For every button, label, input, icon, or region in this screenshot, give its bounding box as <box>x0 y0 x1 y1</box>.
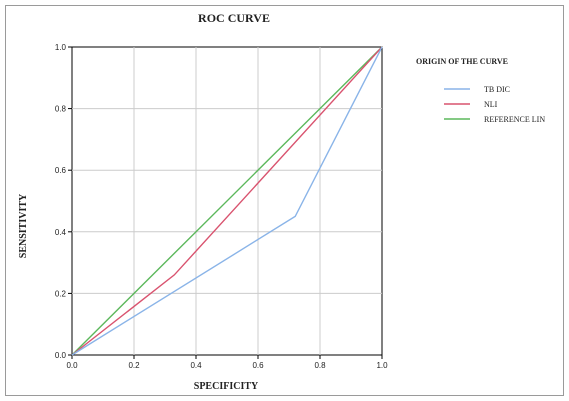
y-axis-label: SENSITIVITY <box>18 193 29 258</box>
legend-title: ORIGIN OF THE CURVE <box>416 57 508 66</box>
y-tick-label: 1.0 <box>55 43 67 52</box>
legend-label: NLI <box>484 100 498 109</box>
x-tick-label: 0.0 <box>66 361 78 370</box>
y-tick-label: 0.6 <box>55 166 67 175</box>
plot-area <box>71 46 383 356</box>
series-line-tb-dic <box>71 46 383 356</box>
x-tick-label: 0.8 <box>314 361 326 370</box>
legend: TB DIC NLI REFERENCE LIN <box>444 85 545 124</box>
y-tick-label: 0.0 <box>55 351 67 360</box>
grid-lines <box>72 47 382 355</box>
series-line-nli <box>71 46 383 356</box>
x-tick-label: 0.6 <box>252 361 264 370</box>
y-tick-label: 0.2 <box>55 289 67 298</box>
legend-label: TB DIC <box>484 85 510 94</box>
x-tick-label: 1.0 <box>376 361 388 370</box>
y-tick-label: 0.4 <box>55 228 67 237</box>
legend-label: REFERENCE LIN <box>484 115 545 124</box>
x-tick-label: 0.4 <box>190 361 202 370</box>
x-axis-label: SPECIFICITY <box>194 381 259 392</box>
chart-title: ROC CURVE <box>198 11 270 25</box>
series-line-reference-lin <box>71 46 383 356</box>
chart-frame <box>5 5 564 396</box>
tick-labels: 0.0 0.2 0.4 0.6 0.8 1.0 0.0 0.2 0.4 0.6 0.8 1.0 <box>55 43 388 370</box>
x-tick-label: 0.2 <box>128 361 140 370</box>
series-lines <box>71 46 383 356</box>
y-tick-label: 0.8 <box>55 105 67 114</box>
